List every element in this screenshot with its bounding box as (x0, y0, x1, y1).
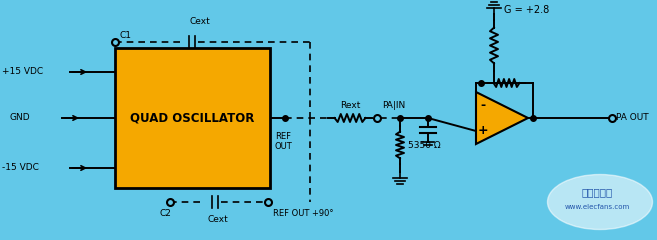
Text: G = +2.8: G = +2.8 (504, 5, 549, 15)
FancyBboxPatch shape (115, 48, 270, 188)
Text: C1: C1 (120, 30, 132, 40)
Text: PA|IN: PA|IN (382, 102, 405, 110)
Text: REF OUT +90°: REF OUT +90° (273, 210, 334, 218)
Text: 5350 Ω: 5350 Ω (408, 140, 441, 150)
Text: +: + (478, 125, 488, 138)
Text: -15 VDC: -15 VDC (2, 163, 39, 173)
Text: Cext: Cext (208, 216, 229, 224)
Polygon shape (476, 92, 528, 144)
Text: Rext: Rext (340, 102, 360, 110)
Ellipse shape (547, 174, 652, 229)
Text: 电子发烧友: 电子发烧友 (581, 187, 612, 197)
Text: Cext: Cext (190, 18, 210, 26)
Text: -: - (480, 98, 486, 112)
Text: QUAD OSCILLATOR: QUAD OSCILLATOR (130, 112, 255, 125)
Text: +15 VDC: +15 VDC (2, 67, 43, 77)
Text: GND: GND (10, 114, 31, 122)
Text: REF
OUT: REF OUT (274, 132, 292, 151)
Text: C2: C2 (159, 210, 171, 218)
Text: www.elecfans.com: www.elecfans.com (564, 204, 629, 210)
Text: PA OUT: PA OUT (616, 114, 648, 122)
